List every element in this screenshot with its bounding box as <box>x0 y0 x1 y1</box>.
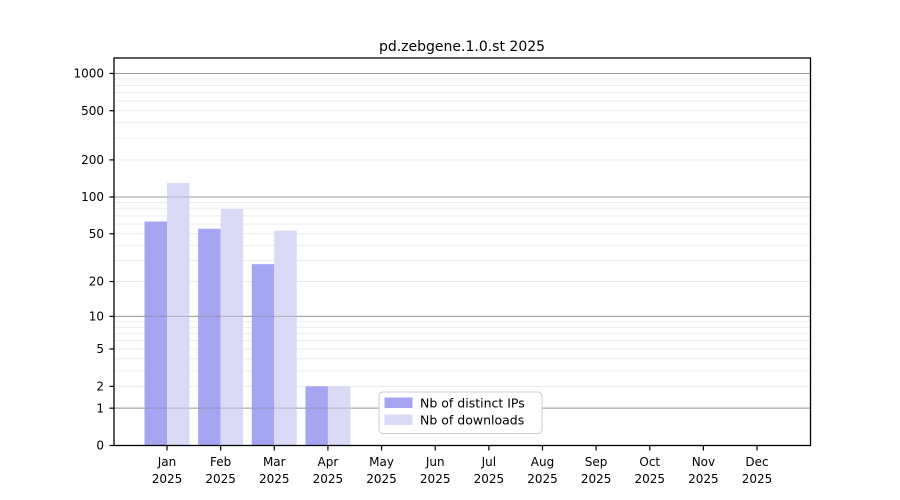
legend-label-distinct-ips: Nb of distinct IPs <box>420 396 525 411</box>
bar-series <box>144 182 351 446</box>
x-tick-label-month: May <box>369 455 394 469</box>
y-tick-label: 200 <box>81 153 104 167</box>
bar-distinct-ips-feb <box>198 228 221 446</box>
x-tick-label-year: 2025 <box>581 472 612 486</box>
x-tick-label-year: 2025 <box>152 472 183 486</box>
x-tick-label-year: 2025 <box>688 472 719 486</box>
legend-swatch-distinct-ips <box>384 397 413 408</box>
y-tick-label: 20 <box>89 275 104 289</box>
legend: Nb of distinct IPs Nb of downloads <box>378 391 543 434</box>
y-axis: 0 1 2 5 10 20 50 100 200 500 1000 <box>73 67 114 453</box>
bar-downloads-mar <box>274 230 297 446</box>
x-tick-label-month: Oct <box>639 455 660 469</box>
x-tick-label-month: Mar <box>263 455 286 469</box>
x-tick-label-month: Nov <box>692 455 715 469</box>
x-tick-label-month: Jun <box>425 455 445 469</box>
legend-label-downloads: Nb of downloads <box>420 413 524 428</box>
y-tick-label: 500 <box>81 104 104 118</box>
y-tick-label: 1000 <box>73 67 104 81</box>
plot-border <box>113 57 812 447</box>
x-tick-label-month: Sep <box>585 455 608 469</box>
x-tick-label-month: Feb <box>210 455 231 469</box>
y-tick-label: 100 <box>81 190 104 204</box>
bar-downloads-apr <box>327 386 351 446</box>
x-tick-label-year: 2025 <box>259 472 290 486</box>
y-tick-label: 0 <box>96 439 104 453</box>
bar-distinct-ips-mar <box>251 264 275 446</box>
x-axis: Jan 2025 Feb 2025 Mar 2025 Apr 2025 May 2025 Jun 20… <box>152 445 773 486</box>
x-tick-label-year: 2025 <box>742 472 773 486</box>
x-tick-label-month: Apr <box>318 455 339 469</box>
x-tick-label-year: 2025 <box>205 472 236 486</box>
x-tick-label-year: 2025 <box>420 472 451 486</box>
x-tick-label-month: Dec <box>745 455 768 469</box>
x-tick-label-year: 2025 <box>366 472 397 486</box>
y-tick-label: 10 <box>89 310 104 324</box>
x-tick-label-year: 2025 <box>313 472 344 486</box>
y-tick-label: 1 <box>96 401 104 415</box>
chart-title: pd.zebgene.1.0.st 2025 <box>379 39 545 55</box>
bar-downloads-feb <box>220 208 244 446</box>
y-tick-label: 5 <box>96 342 104 356</box>
bar-distinct-ips-jan <box>144 221 167 446</box>
bar-downloads-jan <box>167 182 190 446</box>
x-tick-label-year: 2025 <box>634 472 665 486</box>
x-tick-label-year: 2025 <box>474 472 505 486</box>
y-tick-label: 50 <box>89 227 104 241</box>
bar-distinct-ips-apr <box>305 386 328 446</box>
x-tick-label-year: 2025 <box>527 472 558 486</box>
legend-box <box>378 391 543 434</box>
x-tick-label-month: Jan <box>157 455 177 469</box>
x-tick-label-month: Jul <box>481 455 496 469</box>
legend-swatch-downloads <box>384 414 413 425</box>
y-tick-label: 2 <box>96 380 104 394</box>
x-tick-label-month: Aug <box>531 455 554 469</box>
